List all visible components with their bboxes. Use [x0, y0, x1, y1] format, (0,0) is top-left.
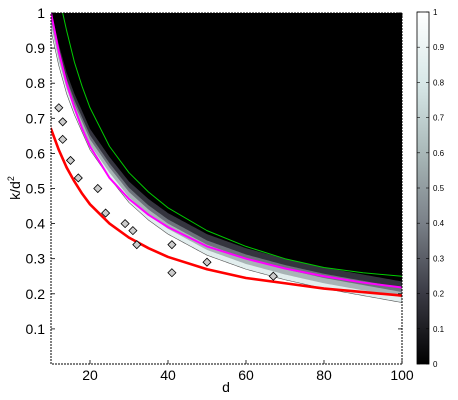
- colorbar-tick-label: 0.2: [433, 290, 445, 299]
- x-tick-label: 20: [82, 367, 98, 383]
- data-point-diamond: [202, 257, 212, 267]
- heatmap-layer: [51, 13, 402, 303]
- data-point-diamond: [54, 103, 64, 113]
- colorbar-tick-label: 0: [433, 360, 438, 369]
- colorbar: 0 0.1 0.2 0.3 0.4 0.5 0.6 0.7 0.8 0.9 1: [416, 8, 445, 369]
- data-point-diamond: [73, 173, 83, 183]
- y-axis-title-group: k/d2: [6, 176, 23, 200]
- y-tick-label: 0.2: [26, 286, 46, 302]
- y-tick-label: 0.4: [26, 216, 46, 232]
- plot-content: [51, 13, 402, 303]
- y-tick-label: 0.6: [26, 145, 46, 161]
- data-point-diamond: [128, 226, 138, 236]
- y-axis-ticks: 0.1 0.2 0.3 0.4 0.5 0.6 0.7 0.8 0.9 1: [26, 5, 402, 337]
- x-tick-label: 100: [390, 367, 414, 383]
- colorbar-tick-label: 0.8: [433, 78, 445, 87]
- x-tick-label: 80: [316, 367, 332, 383]
- y-axis-title-superscript: 2: [6, 176, 16, 181]
- colorbar-tick-label: 0.6: [433, 149, 445, 158]
- data-point-diamond: [101, 208, 111, 218]
- x-axis-ticks: 20 40 60 80 100: [82, 13, 414, 383]
- svg-text:k/d2: k/d2: [6, 176, 23, 200]
- series-curve-2: [62, 13, 402, 277]
- y-axis-title: k/d: [7, 181, 23, 200]
- data-point-diamond: [167, 240, 177, 250]
- series-layer: [51, 13, 402, 297]
- colorbar-tick-label: 0.1: [433, 325, 445, 334]
- x-tick-label: 60: [238, 367, 254, 383]
- colorbar-ticks: 0 0.1 0.2 0.3 0.4 0.5 0.6 0.7 0.8 0.9 1: [417, 8, 445, 369]
- y-tick-label: 0.3: [26, 251, 46, 267]
- x-axis-title: d: [222, 379, 230, 395]
- y-tick-label: 0.8: [26, 75, 46, 91]
- colorbar-tick-label: 0.3: [433, 254, 445, 263]
- data-point-diamond: [58, 134, 68, 144]
- data-point-diamond: [93, 183, 103, 194]
- colorbar-tick-label: 0.7: [433, 114, 445, 123]
- data-point-diamond: [167, 268, 177, 278]
- y-tick-label: 0.5: [26, 181, 46, 197]
- data-point-diamond: [268, 271, 278, 281]
- colorbar-tick-label: 0.5: [433, 184, 445, 193]
- data-point-diamond: [58, 117, 68, 127]
- colorbar-gradient: [417, 12, 429, 364]
- y-tick-label: 0.1: [26, 321, 46, 337]
- colorbar-tick-label: 0.4: [433, 219, 445, 228]
- data-point-diamond: [132, 240, 142, 250]
- y-tick-label: 0.9: [26, 40, 46, 56]
- data-point-diamond: [120, 219, 130, 229]
- colorbar-tick-label: 1: [433, 8, 438, 17]
- data-point-diamond: [65, 155, 76, 165]
- heatmap-level-4: [51, 13, 402, 282]
- colorbar-tick-label: 0.9: [433, 43, 445, 52]
- y-tick-label: 1: [37, 5, 45, 21]
- y-tick-label: 0.7: [26, 110, 46, 126]
- series-curve-1: [51, 13, 402, 289]
- x-tick-label: 40: [160, 367, 176, 383]
